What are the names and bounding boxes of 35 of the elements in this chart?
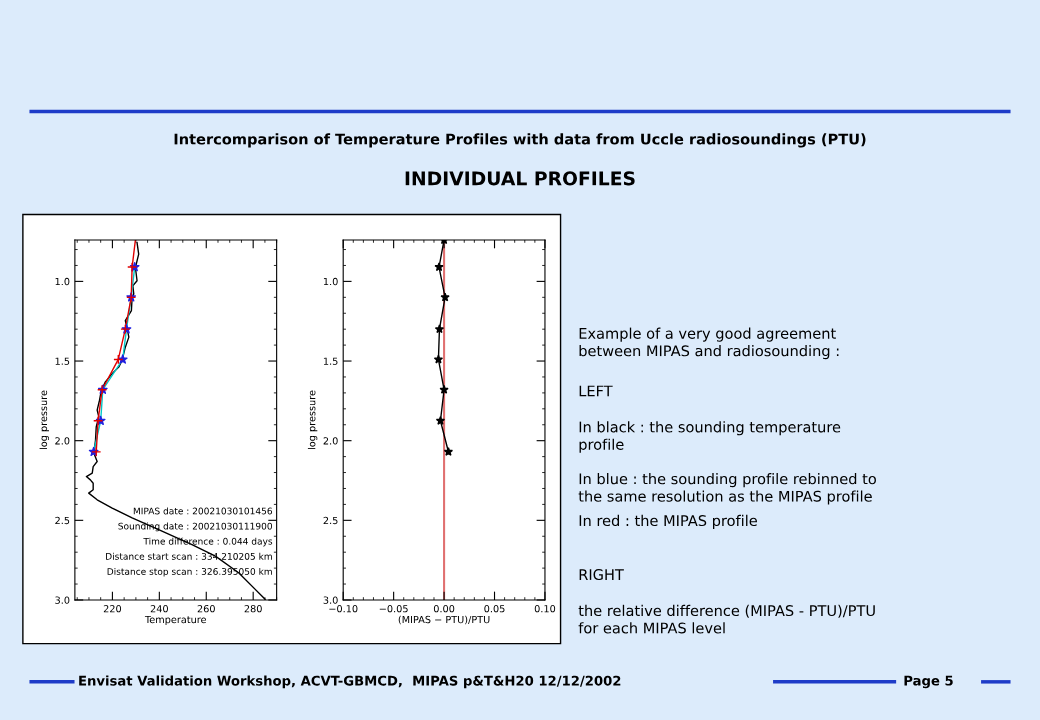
y-tick-label: 2.0 xyxy=(323,437,338,445)
text: LEFT xyxy=(579,385,613,397)
x-tick-label: 280 xyxy=(244,605,262,613)
y-tick-label: 2.5 xyxy=(55,516,70,525)
y-tick-label: 1.5 xyxy=(323,357,338,365)
y-tick-label: 2.0 xyxy=(55,437,70,445)
y-tick-label: 2.5 xyxy=(323,516,338,525)
x-tick-label: 240 xyxy=(150,605,168,613)
text: In red : the MIPAS profile xyxy=(579,514,757,529)
text: In blue : the sounding profile rebinned to the same resolution as the MIPAS profile xyxy=(578,473,876,505)
text: Page 5 xyxy=(904,675,953,689)
x-tick-label: 220 xyxy=(103,605,122,613)
y-axis-title: log pressure xyxy=(307,390,318,450)
y-tick-label: 1.0 xyxy=(55,277,70,286)
x-tick-label: −0.05 xyxy=(379,605,408,613)
x-tick-label: −0.10 xyxy=(329,605,358,613)
text: Envisat Validation Workshop, ACVT-GBMCD, MIPAS p&T&H20 12/12/2002 xyxy=(79,675,621,689)
x-tick-label: 0.05 xyxy=(484,605,505,613)
text: the relative difference (MIPAS - PTU)/PTU for each MIPAS level xyxy=(578,604,875,634)
y-tick-label: 3.0 xyxy=(55,596,70,604)
chart-title: Intercomparison of Temperature Profiles with data from Uccle radiosoundings (PTU) xyxy=(174,133,866,148)
x-axis-title: (MIPAS − PTU)/PTU xyxy=(398,615,490,625)
chart-subtitle: INDIVIDUAL PROFILES xyxy=(405,171,635,186)
x-tick-label: 260 xyxy=(197,605,215,613)
text: In black : the sounding temperature profile xyxy=(579,421,841,453)
text: RIGHT xyxy=(579,569,624,581)
x-tick-label: 0.00 xyxy=(433,605,455,613)
x-tick-label: 0.10 xyxy=(534,605,556,613)
y-tick-label: 1.5 xyxy=(55,357,70,365)
x-axis-title: Temperature xyxy=(144,615,207,626)
annotation: MIPAS date : 20021030101456 xyxy=(133,507,273,515)
y-axis-title: log pressure xyxy=(39,390,49,450)
y-tick-label: 1.0 xyxy=(323,277,338,286)
text: Example of a very good agreement between MIPAS and radiosounding : xyxy=(579,327,839,360)
y-tick-label: 3.0 xyxy=(323,596,338,604)
